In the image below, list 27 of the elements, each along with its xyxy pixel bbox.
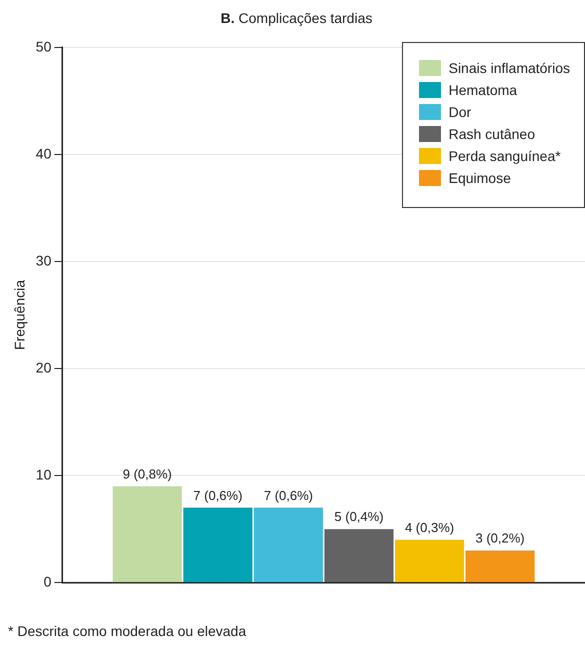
y-tick-label: 30	[36, 252, 52, 268]
data-label: 9 (0,8%)	[122, 466, 172, 482]
text: * Descrita como moderada ou elevada	[8, 623, 248, 639]
chart-title: B. Complicações tardias	[220, 9, 374, 28]
data-label: 7 (0,6%)	[264, 488, 313, 503]
y-tick-label: 20	[36, 359, 52, 376]
data-label: 4 (0,3%)	[404, 520, 454, 535]
legend-label: Hematoma	[448, 82, 518, 98]
legend-label: Rash cutâneo	[448, 126, 536, 142]
bar	[394, 540, 464, 582]
y-axis-title: Frequência	[11, 280, 28, 350]
bar	[254, 508, 323, 582]
data-label: 3 (0,2%)	[476, 530, 525, 546]
legend-label: Equimose	[448, 170, 511, 186]
y-tick-label: 50	[36, 38, 52, 54]
legend-label: Perda sanguínea*	[448, 148, 561, 164]
bar	[466, 550, 535, 582]
y-tick-label: 10	[36, 466, 52, 482]
legend-label: Sinais inflamatórios	[448, 60, 570, 76]
bar	[183, 508, 252, 582]
y-tick-label: 40	[36, 145, 52, 162]
data-label: 7 (0,6%)	[193, 488, 242, 503]
data-label: 5 (0,4%)	[334, 509, 384, 524]
bar	[324, 529, 394, 582]
y-tick-label: 0	[44, 573, 52, 590]
legend-label: Dor	[448, 104, 472, 120]
bar	[112, 486, 182, 582]
